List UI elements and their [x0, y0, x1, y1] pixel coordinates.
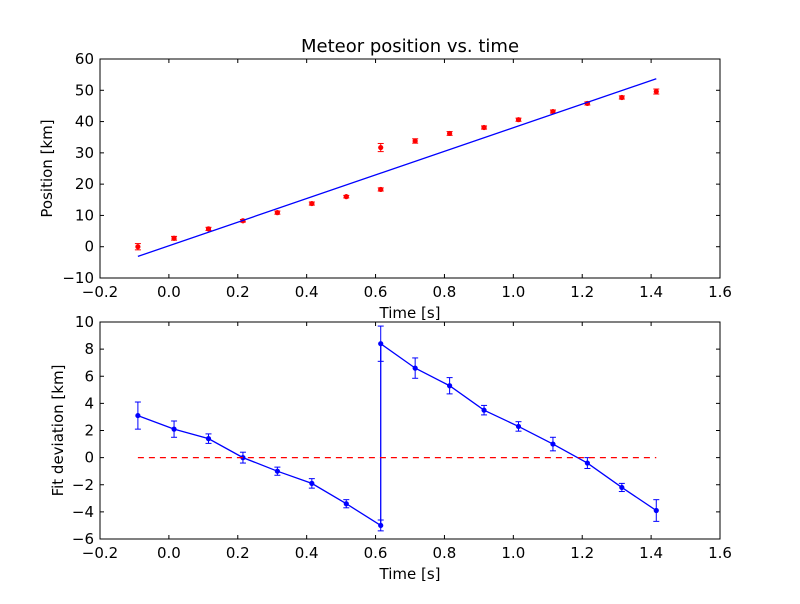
x-tick-label: 0.6	[364, 544, 388, 562]
x-axis-label: Time [s]	[379, 565, 441, 583]
y-tick-label: 2	[84, 422, 94, 440]
x-tick-label: −0.2	[82, 283, 118, 301]
data-point	[309, 480, 315, 486]
chart-title: Meteor position vs. time	[301, 36, 519, 57]
data-point	[135, 412, 141, 419]
data-point	[343, 501, 349, 507]
y-tick-label: 4	[84, 394, 94, 412]
x-tick-label: 1.6	[708, 283, 732, 301]
y-tick-label: 30	[75, 144, 94, 162]
data-point	[378, 341, 384, 347]
data-point	[481, 407, 487, 413]
data-point	[653, 88, 659, 95]
y-axis-label: Fit deviation [km]	[49, 365, 67, 497]
data-point	[274, 210, 280, 216]
x-tick-label: 1.0	[501, 544, 525, 562]
y-tick-label: 50	[75, 81, 94, 99]
y-tick-label: −6	[72, 530, 94, 548]
data-point	[343, 194, 349, 200]
y-tick-label: 8	[84, 340, 94, 358]
data-point	[378, 186, 384, 193]
data-point	[378, 522, 384, 529]
y-tick-label: 20	[75, 175, 94, 193]
data-point	[447, 383, 453, 389]
x-tick-label: 0.0	[157, 283, 181, 301]
data-point	[171, 426, 177, 432]
data-point	[135, 244, 141, 250]
x-tick-label: 0.2	[226, 283, 250, 301]
position-axes: −0.2 0.0 0.2 0.4 0.6 0.8 1.0 1.2 1.4 1.6 −10 0 10 20 3…	[38, 36, 732, 322]
data-point	[653, 507, 659, 514]
deviation-axes: −0.2 0.0 0.2 0.4 0.6 0.8 1.0 1.2 1.4 1.6 −6 −4 −2 0 2 4…	[49, 313, 732, 583]
x-tick-label: 0.0	[157, 544, 181, 562]
x-tick-label: −0.2	[82, 544, 118, 562]
x-tick-label: 1.0	[501, 283, 525, 301]
y-tick-label: 0	[84, 449, 94, 467]
data-point	[619, 94, 625, 101]
y-tick-label: 0	[84, 238, 94, 256]
x-tick-label: 1.6	[708, 544, 732, 562]
x-tick-label: 1.2	[570, 283, 594, 301]
data-point	[584, 460, 590, 466]
data-point	[205, 226, 212, 232]
y-tick-label: 10	[75, 313, 94, 331]
y-tick-label: 6	[84, 367, 94, 385]
y-tick-label: 60	[75, 50, 94, 68]
x-tick-label: 0.8	[433, 283, 457, 301]
x-tick-label: 0.4	[295, 283, 319, 301]
x-tick-label: 0.4	[295, 544, 319, 562]
y-axis-label: Position [km]	[38, 119, 56, 217]
y-tick-label: −10	[62, 269, 94, 287]
y-tick-label: −4	[72, 503, 94, 521]
data-point	[205, 436, 212, 442]
data-point	[619, 484, 625, 491]
y-tick-label: 10	[75, 206, 94, 224]
y-tick-label: 40	[75, 113, 94, 131]
x-tick-label: 1.4	[639, 544, 663, 562]
x-axis-label: Time [s]	[379, 304, 441, 322]
x-tick-label: 1.4	[639, 283, 663, 301]
x-tick-label: 0.8	[433, 544, 457, 562]
data-point	[378, 144, 384, 151]
fit-line	[137, 78, 657, 258]
data-point	[481, 124, 487, 131]
data-point	[274, 468, 280, 474]
y-tick-label: −2	[72, 476, 94, 494]
data-point	[412, 365, 418, 371]
x-tick-label: 1.2	[570, 544, 594, 562]
x-tick-label: 0.6	[364, 283, 388, 301]
data-point	[412, 138, 418, 144]
x-tick-label: 0.2	[226, 544, 250, 562]
data-point	[309, 200, 315, 207]
data-point	[447, 130, 453, 137]
data-point	[515, 117, 522, 123]
data-point	[550, 441, 556, 447]
plot-frame	[99, 58, 721, 279]
plot-frame	[99, 321, 721, 540]
data-point	[515, 423, 522, 430]
data-point	[171, 235, 177, 241]
